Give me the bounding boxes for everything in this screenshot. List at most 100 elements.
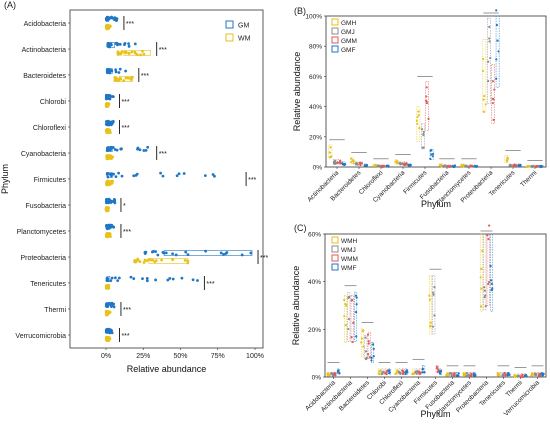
point-WMM [384, 372, 387, 375]
point-WMJ [364, 336, 367, 339]
point-WMJ [364, 357, 368, 361]
point-GM [145, 276, 149, 280]
box-WMM [452, 371, 456, 376]
point-WM [171, 258, 174, 261]
x-axis-title: Phylum [421, 199, 451, 209]
significance-label: * [123, 203, 126, 210]
significance-label: *** [123, 307, 131, 314]
point-GMM [425, 86, 428, 89]
point-WMF [371, 343, 375, 346]
point-WM [108, 154, 112, 158]
point-GMF [495, 77, 498, 80]
x-axis-title: Relative abundance [127, 364, 207, 374]
point-WMH [480, 287, 483, 290]
point-GM [152, 249, 156, 253]
legend-key-WMJ [331, 245, 339, 253]
point-GM [127, 42, 130, 45]
point-WMM [367, 340, 370, 343]
point-WMH [343, 315, 346, 318]
panel-c: (C)0%20%40%60%AcidobacteriaActinobacteri… [291, 223, 547, 419]
point-WMJ [483, 289, 486, 292]
point-WMJ [450, 372, 453, 375]
y-tick-label: 60% [308, 232, 321, 239]
point-GMF [365, 163, 368, 167]
point-GM [112, 197, 116, 201]
point-WM [105, 235, 109, 238]
point-GMJ [488, 40, 491, 43]
point-GM [107, 226, 111, 230]
box-WMM [350, 295, 354, 343]
box-GMM [425, 81, 429, 132]
point-GMF [408, 164, 411, 167]
point-GMH [482, 57, 485, 61]
point-GMJ [533, 165, 536, 168]
point-GMH [482, 98, 485, 101]
y-tick-label: 20% [309, 134, 322, 141]
point-WM [136, 257, 140, 261]
point-GMJ [422, 130, 425, 133]
point-GMH [462, 164, 465, 167]
point-WMJ [433, 314, 436, 317]
point-WMF [455, 374, 459, 377]
y-tick-label: Planctomycetes [17, 229, 67, 236]
point-WMJ [467, 373, 470, 376]
y-tick-label: 100% [305, 14, 322, 21]
point-WMF [336, 369, 340, 372]
point-GM [143, 252, 147, 255]
point-WM [186, 259, 190, 263]
point-GMH [328, 151, 331, 154]
point-WMJ [414, 370, 417, 374]
y-tick-label: Actinobacteria [22, 47, 66, 54]
point-WMF [370, 356, 373, 359]
point-GM [123, 43, 126, 46]
point-WMF [524, 374, 527, 377]
point-WM [105, 104, 109, 108]
point-GM [110, 172, 114, 176]
point-WMF [541, 374, 544, 377]
point-GMF [430, 149, 433, 152]
point-GMH [418, 127, 421, 130]
box-GMH [482, 39, 487, 113]
point-WM [108, 131, 112, 134]
point-WM [107, 336, 111, 339]
plot-frame [324, 233, 547, 378]
point-GMF [495, 58, 498, 61]
point-GMJ [508, 164, 511, 167]
point-WMH [345, 304, 348, 307]
legend-label-WM: WM [238, 36, 251, 43]
point-GM [113, 148, 117, 151]
point-WMJ [415, 372, 418, 375]
point-GMH [483, 94, 486, 98]
box-GMM [491, 64, 495, 124]
point-GM [117, 171, 121, 175]
point-GMH [484, 103, 487, 106]
legend-key-GMJ [331, 27, 339, 35]
legend-key-GMH [331, 18, 339, 26]
y-tick-label: Tenericutes [30, 281, 66, 288]
point-WMH [360, 337, 364, 340]
point-GMF [341, 162, 344, 165]
point-WMF [354, 294, 357, 297]
point-WMH [480, 267, 483, 270]
point-GMJ [487, 79, 490, 83]
y-tick-label: 0% [313, 165, 323, 172]
point-GM [110, 301, 114, 305]
box-WMH [326, 371, 330, 376]
point-WMM [350, 299, 353, 302]
y-tick-label: Cyanobacteria [21, 151, 66, 158]
point-GMH [482, 110, 485, 113]
legend-key-WMM [331, 254, 339, 262]
point-GM [191, 278, 195, 282]
point-WMH [462, 372, 465, 375]
point-GM [105, 329, 109, 333]
point-WMH [394, 372, 397, 376]
point-WMM [366, 333, 370, 336]
point-GM [112, 16, 115, 20]
point-WM [109, 235, 112, 238]
box-WMH [343, 295, 347, 343]
point-WM [124, 76, 128, 80]
point-GMM [491, 101, 494, 105]
point-WMJ [432, 293, 435, 296]
y-axis-title: Phylum [0, 164, 10, 194]
point-GM [106, 42, 110, 46]
